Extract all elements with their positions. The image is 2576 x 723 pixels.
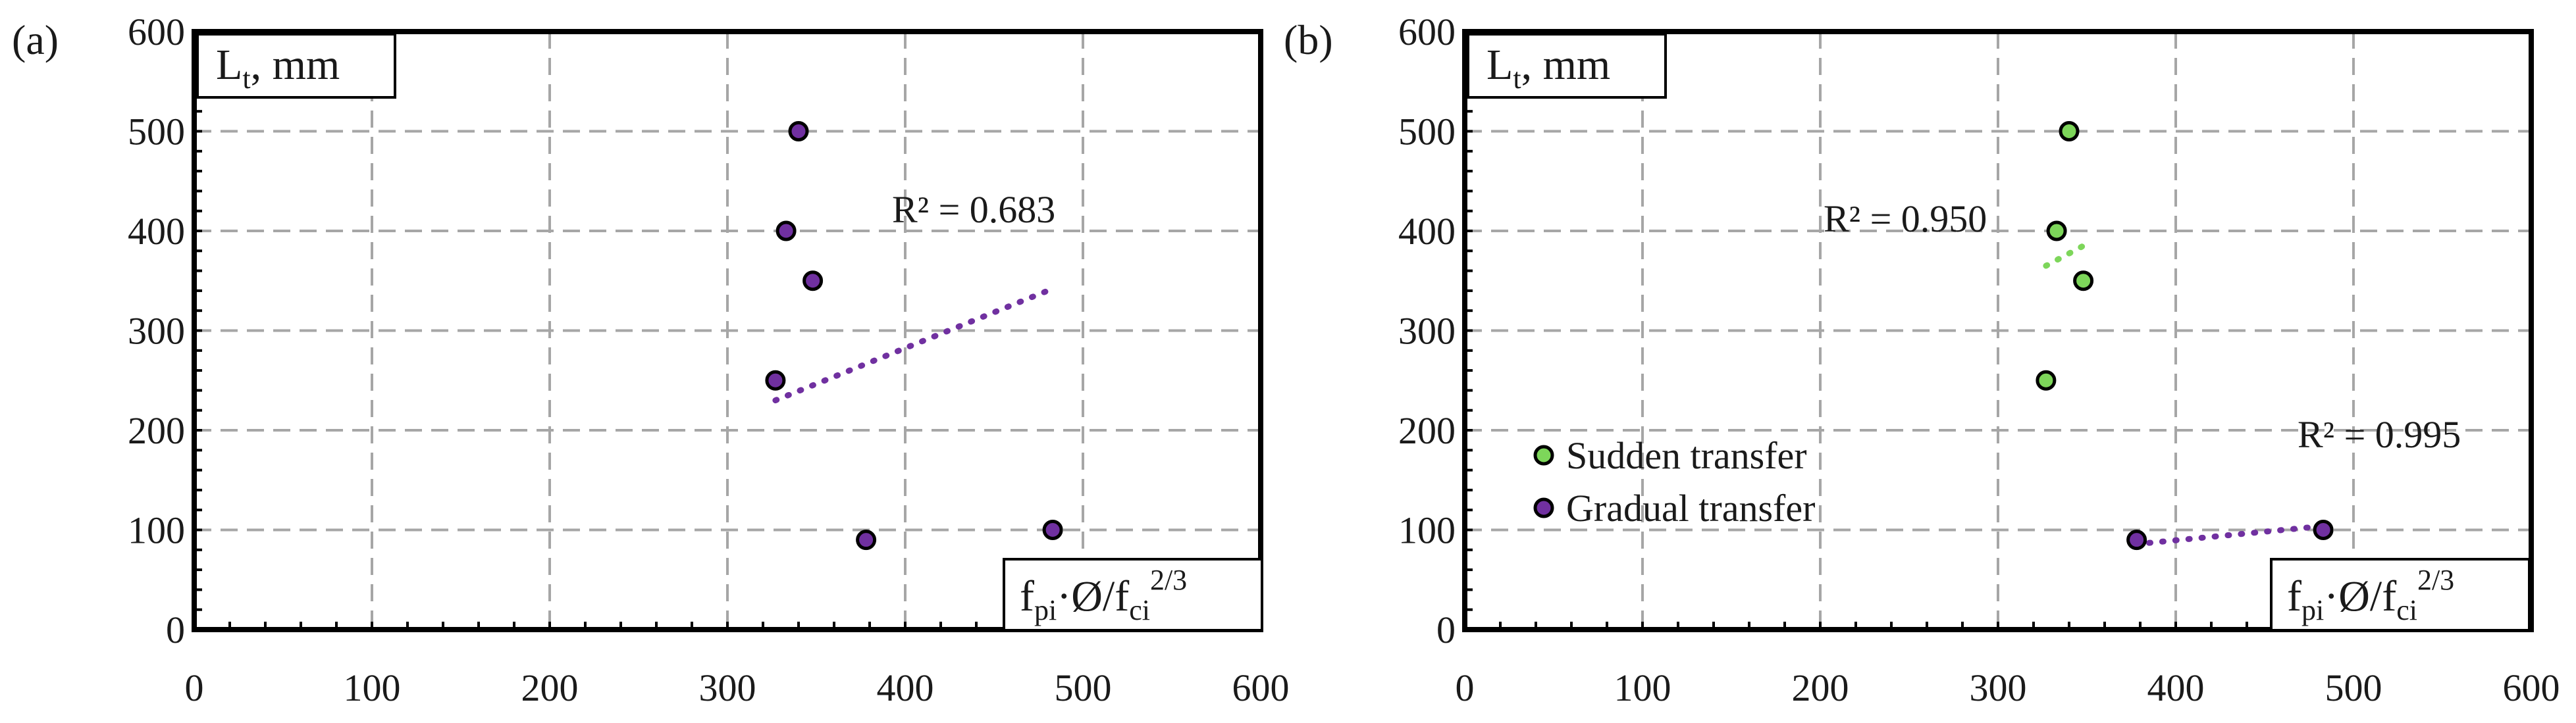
x-tick-label: 400 bbox=[2147, 666, 2205, 709]
legend-label: Sudden transfer bbox=[1566, 434, 1807, 477]
y-tick-label: 200 bbox=[1398, 409, 1456, 452]
plot-frame bbox=[1462, 29, 2534, 632]
legend: Sudden transfer Gradual transfer bbox=[1533, 434, 1815, 530]
x-axis-label-box bbox=[1003, 558, 1263, 632]
y-tick-label: 500 bbox=[1398, 111, 1456, 153]
legend-marker bbox=[1533, 445, 1554, 466]
panel-label: (a) bbox=[12, 16, 59, 63]
y-axis-label-box bbox=[1467, 33, 1667, 99]
x-tick-label: 100 bbox=[344, 666, 401, 709]
trendline-gradual-transfer bbox=[772, 286, 1056, 404]
x-tick-label: 500 bbox=[1055, 666, 1112, 709]
trendline-gradual-transfer bbox=[2146, 524, 2318, 546]
data-point bbox=[2059, 121, 2080, 141]
x-axis-label: fpi·Ø/fci2/3 bbox=[1020, 564, 1187, 626]
data-point bbox=[2036, 370, 2057, 391]
x-tick-label: 0 bbox=[185, 666, 204, 709]
plot-frame bbox=[192, 29, 1263, 632]
data-point bbox=[765, 370, 786, 391]
data-point bbox=[2313, 520, 2334, 540]
y-tick-label: 400 bbox=[1398, 210, 1456, 253]
x-tick-label: 0 bbox=[1456, 666, 1475, 709]
x-tick-label: 300 bbox=[699, 666, 756, 709]
gridlines bbox=[194, 32, 1261, 630]
series-gradual-transfer bbox=[2126, 520, 2334, 551]
r2-label: R² = 0.995 bbox=[2298, 413, 2461, 456]
y-axis-label-box bbox=[196, 33, 396, 99]
data-point bbox=[2126, 530, 2147, 551]
series-gradual-transfer bbox=[765, 121, 1063, 551]
x-tick-label: 600 bbox=[1232, 666, 1290, 709]
x-tick-label: 300 bbox=[1970, 666, 2027, 709]
y-tick-label: 400 bbox=[128, 210, 185, 253]
y-axis-label: Lt, mm bbox=[216, 41, 340, 95]
gridlines bbox=[1465, 32, 2531, 630]
y-axis-label: Lt, mm bbox=[1486, 41, 1610, 95]
data-point bbox=[2046, 220, 2067, 241]
legend-marker bbox=[1533, 497, 1554, 518]
x-axis-label-box bbox=[2270, 558, 2531, 632]
data-point bbox=[775, 220, 797, 241]
x-tick-label: 100 bbox=[1614, 666, 1671, 709]
y-tick-label: 200 bbox=[128, 409, 185, 452]
r2-label: R² = 0.683 bbox=[892, 188, 1055, 231]
data-point bbox=[788, 121, 809, 141]
x-tick-label: 600 bbox=[2503, 666, 2560, 709]
data-point bbox=[2073, 270, 2094, 291]
y-tick-label: 100 bbox=[1398, 509, 1456, 552]
panel-label: (b) bbox=[1284, 16, 1333, 63]
r2-label: R² = 0.950 bbox=[1824, 197, 1987, 240]
series-sudden-transfer bbox=[2036, 121, 2094, 391]
x-tick-label: 400 bbox=[877, 666, 934, 709]
chart-panel-a: (a) 0 100 200 300 400 500 600 0 100 200 300 400 500 60… bbox=[12, 11, 1290, 709]
x-tick-label: 200 bbox=[1792, 666, 1849, 709]
y-tick-label: 100 bbox=[128, 509, 185, 552]
data-point bbox=[856, 530, 877, 551]
y-tick-label: 0 bbox=[1436, 609, 1456, 651]
y-tick-label: 500 bbox=[128, 111, 185, 153]
y-tick-label: 600 bbox=[1398, 11, 1456, 53]
y-tick-label: 0 bbox=[166, 609, 185, 651]
y-tick-label: 600 bbox=[128, 11, 185, 53]
y-tick-label: 300 bbox=[128, 310, 185, 353]
chart-panel-b: (b) 0 100 200 300 400 500 600 0 100 200 300 400 500 60… bbox=[1284, 11, 2560, 709]
data-point bbox=[1042, 520, 1063, 540]
trendline-sudden-transfer bbox=[2043, 243, 2087, 269]
x-axis-label: fpi·Ø/fci2/3 bbox=[2287, 564, 2454, 626]
data-point bbox=[802, 270, 824, 291]
x-tick-label: 500 bbox=[2325, 666, 2382, 709]
x-tick-label: 200 bbox=[521, 666, 579, 709]
legend-label: Gradual transfer bbox=[1566, 487, 1815, 530]
y-tick-label: 300 bbox=[1398, 310, 1456, 353]
